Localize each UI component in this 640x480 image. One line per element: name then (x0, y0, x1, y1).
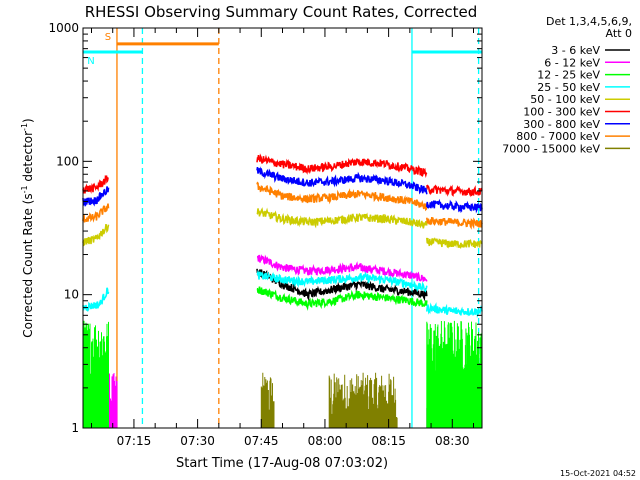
chart-title: RHESSI Observing Summary Count Rates, Co… (85, 3, 478, 21)
series-800-7000-kev (82, 181, 483, 230)
series-segment (82, 175, 109, 194)
flag-label: S (105, 32, 111, 43)
series-segment (256, 153, 428, 178)
series-segment (426, 302, 483, 319)
series-300-800-kev (82, 166, 483, 214)
series-segment (426, 217, 483, 230)
series-segment (256, 166, 428, 195)
series-layer (82, 153, 483, 428)
series-segment (426, 320, 483, 428)
datestamp: 15-Oct-2021 04:52 (560, 469, 636, 478)
series-segment (82, 223, 110, 247)
series-segment (256, 207, 428, 229)
series-segment (256, 268, 428, 302)
flag-label: N (87, 56, 94, 67)
series-25-50-kev (82, 269, 483, 319)
series-segment (256, 269, 428, 293)
x-tick-label: 07:45 (244, 434, 279, 448)
y-axis-label-end: ) (21, 118, 35, 123)
x-tick-label: 08:15 (371, 434, 406, 448)
series-segment (426, 198, 483, 214)
x-tick-label: 08:30 (435, 434, 470, 448)
series-100-300-kev (82, 153, 483, 198)
series-segment (256, 254, 428, 283)
y-axis-label-mid: detector (21, 131, 35, 186)
x-tick-label: 08:00 (308, 434, 343, 448)
series-segment (260, 372, 275, 428)
y-tick-label: 1 (71, 421, 79, 435)
legend-label: 3 - 6 keV (551, 44, 600, 57)
y-axis-label: Corrected Count Rate (s-1 detector-1) (20, 118, 35, 337)
series-segment (82, 320, 109, 428)
y-tick-label: 1000 (48, 21, 79, 35)
x-tick-label: 07:15 (117, 434, 152, 448)
series-12-25-kev (82, 286, 483, 428)
flag-layer: SN (83, 32, 482, 67)
legend-header-line2: Att 0 (606, 27, 632, 40)
legend-label: 6 - 12 keV (544, 56, 600, 69)
y-tick-label: 100 (56, 154, 79, 168)
plot-underlay (116, 28, 480, 428)
x-tick-label: 07:30 (180, 434, 215, 448)
y-axis-label-sup1: -1 (20, 185, 29, 193)
series-segment (82, 203, 110, 223)
legend-label: 100 - 300 keV (523, 106, 600, 119)
axis-layer: 1 10 100 1000 07:15 07:30 07:45 08:00 08:15 08:30 (48, 21, 482, 448)
series-50-100-kev (82, 207, 483, 249)
legend-label: 50 - 100 keV (530, 93, 600, 106)
legend-label: 25 - 50 keV (537, 81, 600, 94)
x-axis-label: Start Time (17-Aug-08 07:03:02) (176, 456, 388, 471)
series-segment (328, 372, 398, 428)
series-segment (256, 286, 428, 311)
legend-header-line1: Det 1,3,4,5,6,9, (546, 15, 632, 28)
y-axis-label-sup2: -1 (20, 123, 29, 131)
series-segment (82, 287, 110, 313)
legend-label: 12 - 25 keV (537, 69, 600, 82)
series-3-6-kev (256, 268, 428, 302)
y-axis-label-main: Corrected Count Rate (s (21, 193, 35, 337)
legend-label: 300 - 800 keV (523, 118, 600, 131)
legend-label: 800 - 7000 keV (516, 130, 600, 143)
series-segment (82, 186, 110, 208)
legend-label: 7000 - 15000 keV (502, 142, 600, 155)
series-segment (426, 237, 483, 249)
series-segment (256, 181, 428, 212)
series-segment (426, 184, 483, 198)
y-tick-label: 10 (64, 288, 79, 302)
series-7000-15000-kev (260, 372, 398, 428)
